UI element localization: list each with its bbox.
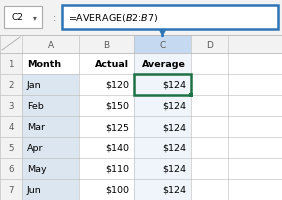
Text: $124: $124 xyxy=(162,101,186,110)
Text: $124: $124 xyxy=(162,143,186,152)
Bar xyxy=(0,75,22,96)
Text: $124: $124 xyxy=(162,164,186,173)
Text: $125: $125 xyxy=(105,122,129,131)
Text: ▾: ▾ xyxy=(33,13,37,22)
Bar xyxy=(0,36,22,54)
Text: 6: 6 xyxy=(8,164,14,173)
Text: $124: $124 xyxy=(162,185,186,194)
Bar xyxy=(22,116,79,137)
Text: Feb: Feb xyxy=(27,101,44,110)
Text: $124: $124 xyxy=(162,81,186,90)
Text: Mar: Mar xyxy=(27,122,45,131)
Bar xyxy=(134,96,191,116)
Text: 5: 5 xyxy=(8,143,14,152)
Bar xyxy=(0,179,22,200)
Text: A: A xyxy=(47,40,54,49)
Text: C: C xyxy=(159,40,166,49)
Bar xyxy=(0,36,282,54)
Bar xyxy=(22,179,79,200)
Bar xyxy=(62,6,278,30)
Text: $124: $124 xyxy=(162,122,186,131)
Text: Jan: Jan xyxy=(27,81,42,90)
Bar xyxy=(0,137,22,158)
Text: 4: 4 xyxy=(8,122,14,131)
Text: D: D xyxy=(206,40,213,49)
Bar xyxy=(0,54,22,75)
Bar xyxy=(134,179,191,200)
Bar xyxy=(0,116,22,137)
Text: $100: $100 xyxy=(105,185,129,194)
Text: 3: 3 xyxy=(8,101,14,110)
Bar xyxy=(0,158,22,179)
Text: C2: C2 xyxy=(11,13,23,22)
Bar xyxy=(0,0,282,36)
Bar xyxy=(134,158,191,179)
Bar xyxy=(134,75,191,96)
Bar xyxy=(22,96,79,116)
Bar xyxy=(134,137,191,158)
Text: Apr: Apr xyxy=(27,143,43,152)
Text: Month: Month xyxy=(27,60,61,69)
Bar xyxy=(22,158,79,179)
Bar xyxy=(0,96,22,116)
Text: B: B xyxy=(103,40,110,49)
Bar xyxy=(4,7,42,29)
Bar xyxy=(189,94,193,98)
Bar xyxy=(134,116,191,137)
Text: $150: $150 xyxy=(105,101,129,110)
Text: $120: $120 xyxy=(105,81,129,90)
Text: Actual: Actual xyxy=(95,60,129,69)
Bar xyxy=(134,75,191,96)
Text: $140: $140 xyxy=(105,143,129,152)
Text: 7: 7 xyxy=(8,185,14,194)
Text: 2: 2 xyxy=(8,81,14,90)
Bar xyxy=(134,36,191,54)
Bar xyxy=(22,137,79,158)
Text: May: May xyxy=(27,164,47,173)
Text: Jun: Jun xyxy=(27,185,42,194)
Text: :: : xyxy=(52,13,56,23)
Text: =AVERAGE($B$2:$B$7): =AVERAGE($B$2:$B$7) xyxy=(68,12,158,24)
Bar xyxy=(134,54,191,75)
Text: $110: $110 xyxy=(105,164,129,173)
Text: Average: Average xyxy=(142,60,186,69)
Text: 1: 1 xyxy=(8,60,14,69)
Bar xyxy=(22,75,79,96)
